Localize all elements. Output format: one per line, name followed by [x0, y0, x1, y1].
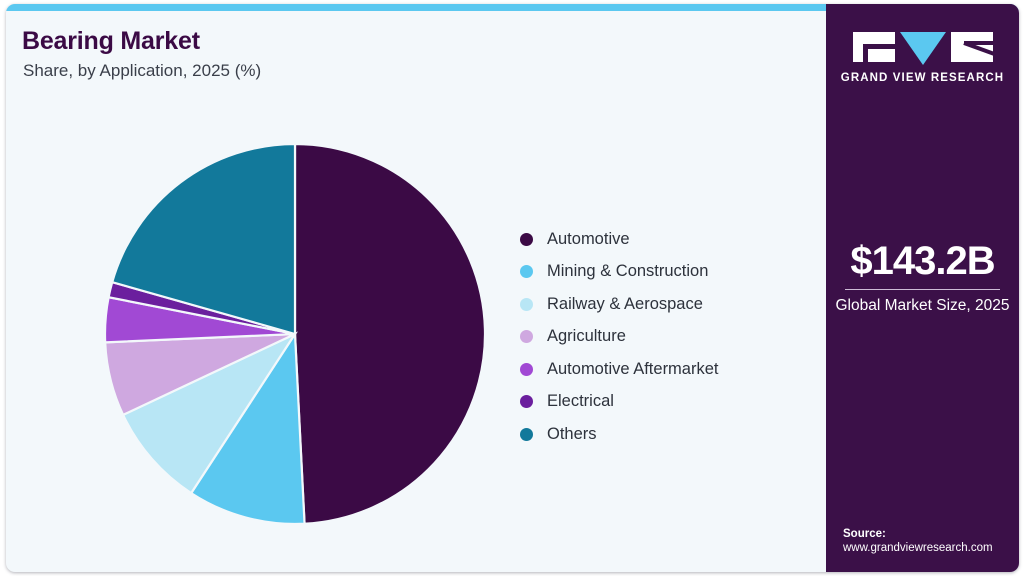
- legend-item: Agriculture: [520, 321, 719, 354]
- logo-marks: [826, 32, 1019, 65]
- legend-item: Mining & Construction: [520, 256, 719, 289]
- legend-item-label: Others: [547, 424, 597, 443]
- legend-swatch-icon: [520, 297, 533, 311]
- pie-chart: [99, 138, 491, 530]
- legend-item-label: Electrical: [547, 392, 614, 411]
- source-label: Source:: [843, 528, 886, 540]
- legend-item: Automotive Aftermarket: [520, 353, 719, 386]
- gvr-logo: GRAND VIEW RESEARCH: [826, 32, 1019, 84]
- pie-slice: [189, 330, 306, 526]
- legend-item: Electrical: [520, 386, 719, 419]
- legend-swatch-icon: [520, 395, 533, 409]
- legend-item: Others: [520, 418, 719, 451]
- legend-item-label: Mining & Construction: [547, 262, 709, 281]
- legend-item: Automotive: [520, 223, 719, 256]
- logo-wordmark: GRAND VIEW RESEARCH: [840, 72, 1005, 84]
- stat-caption: Global Market Size, 2025: [835, 297, 1010, 314]
- brand-side-panel: GRAND VIEW RESEARCH $143.2B Global Marke…: [826, 4, 1019, 572]
- pie-chart-svg: [103, 142, 487, 526]
- logo-g-icon: [852, 32, 895, 62]
- pie-slice: [293, 142, 487, 525]
- legend-item-label: Railway & Aerospace: [547, 294, 703, 313]
- report-card: Bearing Market Share, by Application, 20…: [6, 4, 1019, 572]
- stat-value: $143.2B: [850, 239, 995, 283]
- legend-item-label: Agriculture: [547, 327, 626, 346]
- legend-swatch-icon: [520, 330, 533, 344]
- source-url[interactable]: www.grandviewresearch.com: [843, 542, 993, 554]
- legend-swatch-icon: [520, 362, 533, 376]
- legend-swatch-icon: [520, 232, 533, 246]
- page-title: Bearing Market: [22, 27, 200, 55]
- legend-swatch-icon: [520, 427, 533, 441]
- legend-item-label: Automotive: [547, 229, 630, 248]
- source-block: Source: www.grandviewresearch.com: [843, 528, 993, 554]
- pie-slice: [121, 331, 299, 495]
- top-accent-bar: [6, 4, 1019, 11]
- legend-swatch-icon: [520, 265, 533, 279]
- stat-divider: [845, 289, 1000, 290]
- pie-slice: [110, 142, 297, 336]
- logo-r-icon: [950, 32, 993, 62]
- legend-item-label: Automotive Aftermarket: [547, 359, 719, 378]
- headline-stat: $143.2B Global Market Size, 2025: [826, 240, 1019, 316]
- logo-v-triangle-icon: [899, 32, 946, 65]
- page-subtitle: Share, by Application, 2025 (%): [23, 61, 262, 80]
- legend-item: Railway & Aerospace: [520, 288, 719, 321]
- chart-legend: Automotive Mining & Construction Railway &…: [520, 223, 719, 451]
